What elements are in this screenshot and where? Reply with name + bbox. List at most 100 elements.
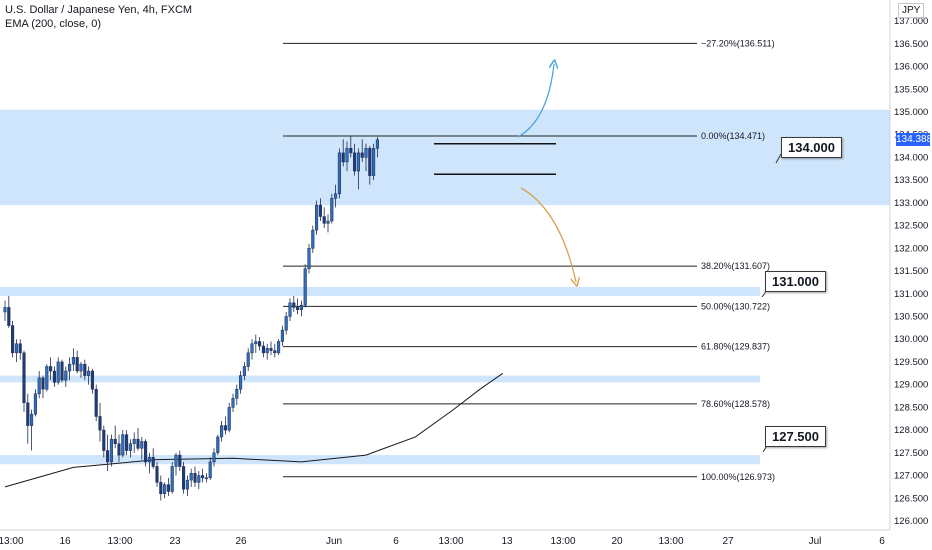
time-tick-label: 13:00 bbox=[550, 536, 575, 547]
price-tick-label: 127.000 bbox=[894, 471, 928, 482]
price-tick-label: 136.500 bbox=[894, 39, 928, 50]
candle-body bbox=[246, 352, 250, 367]
candle-body bbox=[18, 343, 22, 354]
candle-body bbox=[163, 484, 167, 494]
time-tick-label: 13:00 bbox=[0, 536, 24, 547]
candle-body bbox=[265, 348, 269, 354]
candle-body bbox=[98, 416, 102, 431]
support-resistance-zone bbox=[0, 455, 760, 465]
candle-body bbox=[87, 370, 91, 376]
price-tick-label: 126.000 bbox=[894, 516, 928, 527]
time-tick-label: 20 bbox=[611, 536, 623, 547]
candle-body bbox=[178, 454, 182, 467]
candle-body bbox=[189, 473, 193, 481]
time-tick-label: 13:00 bbox=[438, 536, 463, 547]
candle-body bbox=[220, 425, 224, 438]
price-tick-label: 136.000 bbox=[894, 62, 928, 73]
indicator-legend: EMA (200, close, 0) bbox=[5, 18, 101, 30]
fib-level-label: 78.60%(128.578) bbox=[701, 399, 770, 409]
price-tick-label: 133.500 bbox=[894, 175, 928, 186]
time-tick-label: 6 bbox=[393, 536, 399, 547]
candle-body bbox=[254, 341, 258, 345]
candle-body bbox=[239, 375, 243, 390]
candle-body bbox=[197, 475, 201, 483]
candle-body bbox=[102, 429, 106, 451]
candle-body bbox=[223, 425, 227, 431]
candle-body bbox=[52, 370, 56, 383]
price-tick-label: 131.000 bbox=[894, 289, 928, 300]
candle-body bbox=[227, 407, 231, 431]
candle-body bbox=[37, 377, 41, 394]
candle-body bbox=[303, 268, 307, 306]
candle-body bbox=[277, 341, 281, 354]
candle-body bbox=[337, 152, 341, 195]
price-tick-label: 128.000 bbox=[894, 425, 928, 436]
candle-body bbox=[64, 370, 68, 381]
time-tick-label: 23 bbox=[169, 536, 181, 547]
price-tick-label: 127.500 bbox=[894, 448, 928, 459]
fib-level-label: 61.80%(129.837) bbox=[701, 342, 770, 352]
candle-body bbox=[235, 388, 239, 399]
candle-body bbox=[83, 363, 87, 376]
candle-body bbox=[174, 454, 178, 467]
candle-body bbox=[132, 438, 136, 444]
price-tick-label: 134.000 bbox=[894, 152, 928, 163]
price-tick-label: 129.500 bbox=[894, 357, 928, 368]
candle-body bbox=[109, 438, 113, 463]
candle-body bbox=[151, 457, 155, 467]
price-tick-label: 130.000 bbox=[894, 334, 928, 345]
fib-level-label: −27.20%(136.511) bbox=[701, 38, 775, 48]
candle-body bbox=[49, 366, 53, 372]
candle-body bbox=[166, 484, 170, 492]
price-tick-label: 135.500 bbox=[894, 84, 928, 95]
candle-body bbox=[121, 434, 125, 456]
candle-body bbox=[250, 343, 254, 354]
candle-body bbox=[326, 220, 330, 224]
candle-body bbox=[7, 307, 11, 326]
candle-body bbox=[307, 248, 311, 270]
candle-body bbox=[341, 152, 345, 163]
candle-body bbox=[288, 302, 292, 317]
candle-body bbox=[334, 193, 338, 199]
candle-body bbox=[258, 341, 262, 347]
candle-body bbox=[41, 377, 45, 390]
time-tick-label: 16 bbox=[59, 536, 71, 547]
candle-body bbox=[159, 482, 163, 494]
candle-body bbox=[372, 148, 376, 176]
candle-body bbox=[360, 152, 364, 158]
candle-body bbox=[106, 450, 110, 463]
candle-body bbox=[140, 441, 144, 449]
level-tag-134[interactable]: 134.000 bbox=[781, 137, 842, 158]
candle-body bbox=[182, 466, 186, 490]
candle-body bbox=[299, 304, 303, 310]
candle-body bbox=[375, 139, 379, 149]
candle-body bbox=[216, 436, 220, 454]
support-resistance-zone bbox=[0, 109, 890, 206]
projection-arrow-down bbox=[520, 187, 576, 282]
candle-body bbox=[284, 316, 288, 331]
price-tick-label: 132.500 bbox=[894, 221, 928, 232]
candle-body bbox=[204, 477, 208, 480]
candle-body bbox=[356, 152, 360, 172]
level-tag-leader bbox=[775, 153, 782, 164]
candle-body bbox=[273, 350, 277, 354]
candle-body bbox=[90, 370, 94, 390]
price-tick-label: 126.500 bbox=[894, 493, 928, 504]
fib-level-label: 38.20%(131.607) bbox=[701, 261, 770, 271]
candle-body bbox=[170, 466, 174, 492]
level-tag-127-5[interactable]: 127.500 bbox=[765, 426, 826, 447]
candle-body bbox=[75, 357, 79, 372]
candle-body bbox=[185, 479, 189, 490]
candle-body bbox=[242, 366, 246, 376]
level-tag-131[interactable]: 131.000 bbox=[765, 271, 826, 292]
candle-body bbox=[45, 366, 49, 390]
candle-body bbox=[269, 348, 273, 351]
ema-200-line bbox=[4, 372, 504, 488]
candle-body bbox=[22, 352, 26, 404]
candle-body bbox=[60, 361, 64, 381]
candle-body bbox=[26, 402, 30, 426]
candle-body bbox=[364, 148, 368, 158]
currency-badge[interactable]: JPY bbox=[898, 3, 925, 18]
